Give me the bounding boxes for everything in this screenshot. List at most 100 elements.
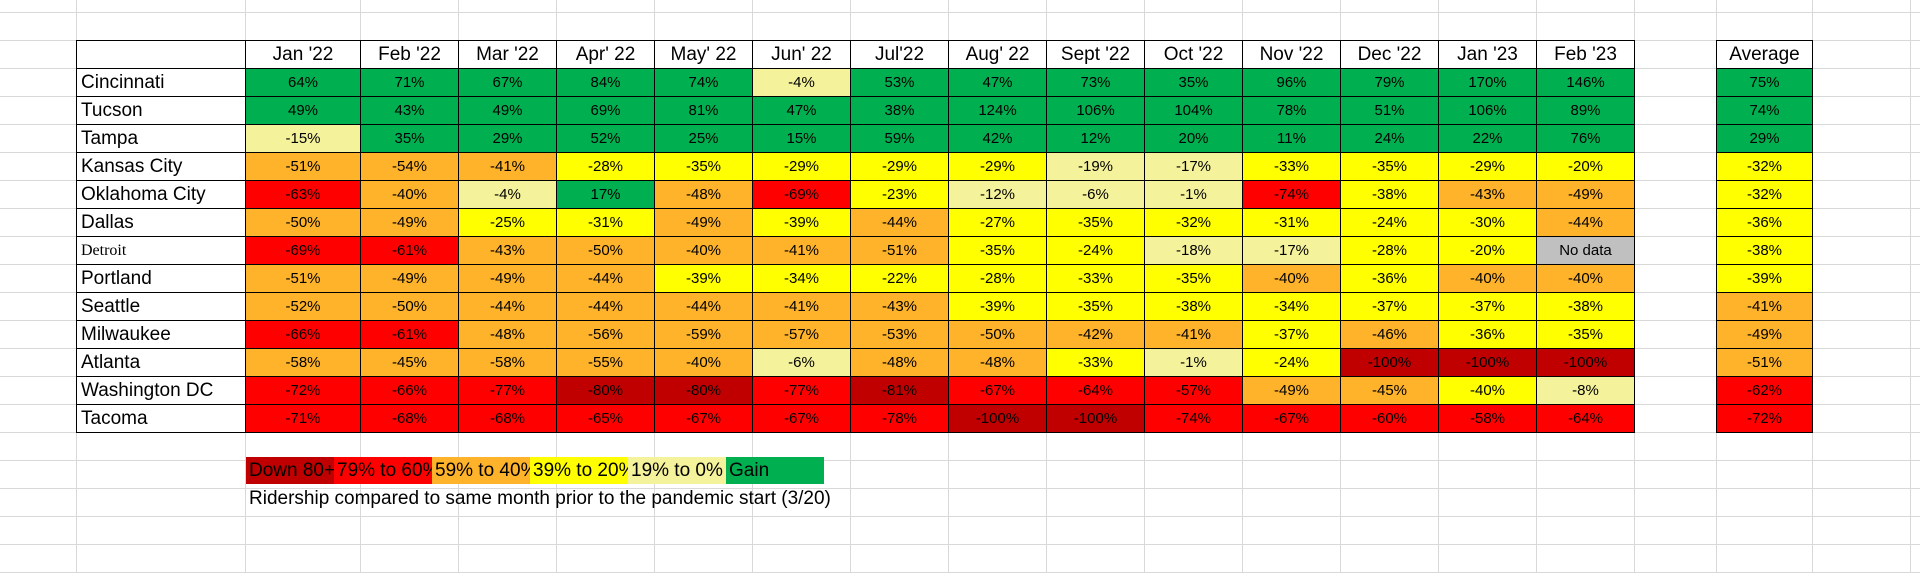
legend-swatch-79-to-60[interactable]: 79% to 60%	[334, 457, 432, 484]
value-cell[interactable]: -28%	[556, 152, 655, 181]
value-cell[interactable]: -1%	[1144, 180, 1243, 209]
value-cell[interactable]: -42%	[1046, 320, 1145, 349]
value-cell[interactable]: 71%	[360, 68, 459, 97]
value-cell[interactable]: -58%	[245, 348, 361, 377]
value-cell[interactable]: -72%	[245, 376, 361, 405]
value-cell[interactable]: -37%	[1242, 320, 1341, 349]
value-cell[interactable]: -55%	[556, 348, 655, 377]
value-cell[interactable]: 106%	[1438, 96, 1537, 125]
value-cell[interactable]: -78%	[850, 404, 949, 433]
value-cell[interactable]: -66%	[245, 320, 361, 349]
value-cell[interactable]: 52%	[556, 124, 655, 153]
value-cell[interactable]: 43%	[360, 96, 459, 125]
value-cell[interactable]: -36%	[1340, 264, 1439, 293]
value-cell[interactable]: -24%	[1340, 208, 1439, 237]
value-cell[interactable]: -35%	[654, 152, 753, 181]
legend-swatch-down-80[interactable]: Down 80+%	[246, 457, 334, 484]
average-cell[interactable]: -38%	[1716, 236, 1813, 265]
value-cell[interactable]: -44%	[556, 264, 655, 293]
value-cell[interactable]: 146%	[1536, 68, 1635, 97]
value-cell[interactable]: -81%	[850, 376, 949, 405]
value-cell[interactable]: -6%	[1046, 180, 1145, 209]
value-cell[interactable]: -49%	[1536, 180, 1635, 209]
city-cell-portland[interactable]: Portland	[76, 264, 246, 293]
value-cell[interactable]: -24%	[1046, 236, 1145, 265]
value-cell[interactable]: -35%	[1046, 208, 1145, 237]
month-header-jul-22[interactable]: Jul'22	[850, 40, 949, 69]
value-cell[interactable]: -48%	[654, 180, 753, 209]
value-cell[interactable]: 42%	[948, 124, 1047, 153]
value-cell[interactable]: -35%	[1046, 292, 1145, 321]
value-cell[interactable]: -35%	[1536, 320, 1635, 349]
value-cell[interactable]: -77%	[752, 376, 851, 405]
value-cell[interactable]: -48%	[948, 348, 1047, 377]
value-cell[interactable]: -100%	[1046, 404, 1145, 433]
value-cell[interactable]: -35%	[1144, 264, 1243, 293]
value-cell[interactable]: -25%	[458, 208, 557, 237]
value-cell[interactable]: -22%	[850, 264, 949, 293]
value-cell[interactable]: -52%	[245, 292, 361, 321]
value-cell[interactable]: -35%	[1340, 152, 1439, 181]
average-cell[interactable]: -51%	[1716, 348, 1813, 377]
value-cell[interactable]: 24%	[1340, 124, 1439, 153]
value-cell[interactable]: 15%	[752, 124, 851, 153]
value-cell[interactable]: 25%	[654, 124, 753, 153]
legend-caption[interactable]: Ridership compared to same month prior t…	[249, 488, 831, 509]
value-cell[interactable]: -40%	[1438, 264, 1537, 293]
value-cell[interactable]: 20%	[1144, 124, 1243, 153]
value-cell[interactable]: -30%	[1438, 208, 1537, 237]
city-cell-tacoma[interactable]: Tacoma	[76, 404, 246, 433]
value-cell[interactable]: 96%	[1242, 68, 1341, 97]
value-cell[interactable]: -49%	[654, 208, 753, 237]
value-cell[interactable]: -53%	[850, 320, 949, 349]
value-cell[interactable]: -80%	[654, 376, 753, 405]
value-cell[interactable]: 51%	[1340, 96, 1439, 125]
average-cell[interactable]: -39%	[1716, 264, 1813, 293]
month-header-sept-22[interactable]: Sept '22	[1046, 40, 1145, 69]
value-cell[interactable]: -18%	[1144, 236, 1243, 265]
value-cell[interactable]: -100%	[1438, 348, 1537, 377]
value-cell[interactable]: -36%	[1438, 320, 1537, 349]
value-cell[interactable]: -100%	[1340, 348, 1439, 377]
value-cell[interactable]: -51%	[850, 236, 949, 265]
month-header-jan-23[interactable]: Jan '23	[1438, 40, 1537, 69]
value-cell[interactable]: -41%	[1144, 320, 1243, 349]
corner-cell[interactable]	[76, 40, 246, 69]
value-cell[interactable]: -27%	[948, 208, 1047, 237]
value-cell[interactable]: -38%	[1340, 180, 1439, 209]
month-header-dec-22[interactable]: Dec '22	[1340, 40, 1439, 69]
value-cell[interactable]: 84%	[556, 68, 655, 97]
value-cell[interactable]: 89%	[1536, 96, 1635, 125]
value-cell[interactable]: -4%	[752, 68, 851, 97]
city-cell-milwaukee[interactable]: Milwaukee	[76, 320, 246, 349]
legend-swatch-19-to-0[interactable]: 19% to 0%	[628, 457, 726, 484]
value-cell[interactable]: -74%	[1144, 404, 1243, 433]
value-cell[interactable]: -50%	[948, 320, 1047, 349]
value-cell[interactable]: -54%	[360, 152, 459, 181]
value-cell[interactable]: 49%	[458, 96, 557, 125]
value-cell[interactable]: -45%	[360, 348, 459, 377]
value-cell[interactable]: -12%	[948, 180, 1047, 209]
average-cell[interactable]: -36%	[1716, 208, 1813, 237]
month-header-jun-22[interactable]: Jun' 22	[752, 40, 851, 69]
value-cell[interactable]: -28%	[1340, 236, 1439, 265]
average-cell[interactable]: 75%	[1716, 68, 1813, 97]
value-cell[interactable]: -40%	[654, 348, 753, 377]
value-cell[interactable]: -35%	[948, 236, 1047, 265]
month-header-may-22[interactable]: May' 22	[654, 40, 753, 69]
value-cell[interactable]: -40%	[654, 236, 753, 265]
value-cell[interactable]: -44%	[556, 292, 655, 321]
value-cell[interactable]: -66%	[360, 376, 459, 405]
value-cell[interactable]: -58%	[458, 348, 557, 377]
value-cell[interactable]: -29%	[752, 152, 851, 181]
value-cell[interactable]: -38%	[1144, 292, 1243, 321]
value-cell[interactable]: 17%	[556, 180, 655, 209]
value-cell[interactable]: 81%	[654, 96, 753, 125]
value-cell[interactable]: -38%	[1536, 292, 1635, 321]
average-cell[interactable]: -32%	[1716, 152, 1813, 181]
value-cell[interactable]: -33%	[1046, 264, 1145, 293]
value-cell[interactable]: -39%	[752, 208, 851, 237]
value-cell[interactable]: 64%	[245, 68, 361, 97]
value-cell[interactable]: -43%	[850, 292, 949, 321]
value-cell[interactable]: -50%	[245, 208, 361, 237]
